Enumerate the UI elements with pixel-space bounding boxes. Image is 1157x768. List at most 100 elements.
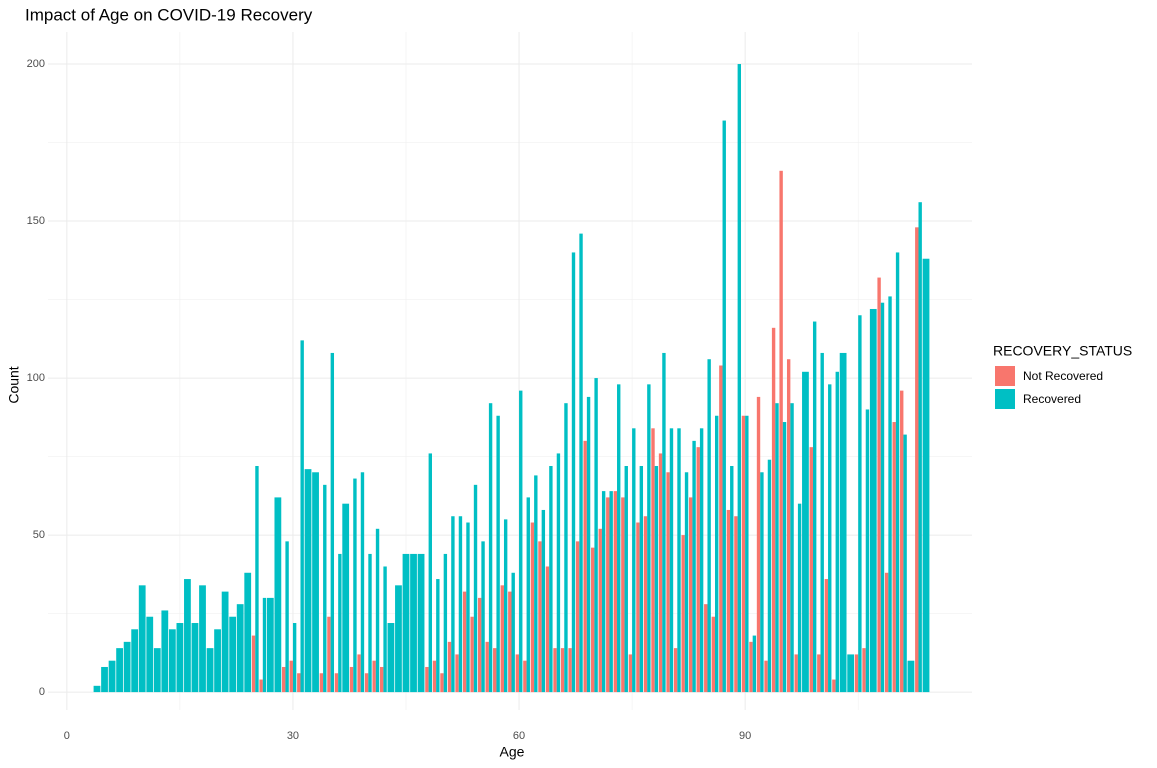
bar	[455, 654, 459, 693]
bar	[647, 384, 651, 693]
bar	[583, 440, 587, 693]
bar	[779, 170, 783, 693]
bar	[613, 491, 618, 693]
bar	[236, 604, 244, 693]
bar	[651, 428, 655, 693]
bar	[786, 359, 791, 693]
bar	[274, 497, 282, 693]
bar	[711, 616, 715, 693]
x-tick-label: 90	[739, 730, 751, 742]
bar	[266, 597, 274, 693]
bar	[749, 641, 753, 693]
bar	[285, 541, 289, 693]
x-tick-label: 30	[287, 730, 299, 742]
bar	[526, 497, 530, 693]
bar	[349, 666, 354, 693]
bar	[304, 469, 312, 693]
bar	[327, 616, 331, 693]
bar	[696, 447, 700, 693]
bar	[432, 660, 437, 693]
bar	[545, 566, 550, 693]
bar	[289, 660, 293, 693]
bar	[481, 541, 485, 693]
bar	[255, 465, 259, 693]
bar	[556, 453, 561, 693]
bar	[297, 673, 301, 693]
x-axis-title: Age	[500, 744, 525, 760]
bar	[621, 497, 625, 693]
bar	[428, 453, 432, 693]
bar	[93, 685, 101, 693]
bar	[395, 585, 402, 693]
bar	[116, 648, 123, 693]
bar	[734, 516, 738, 693]
bar	[764, 660, 768, 693]
bar	[918, 202, 922, 693]
bar	[745, 415, 749, 693]
bar	[549, 465, 553, 693]
bar	[609, 491, 613, 693]
bar	[519, 390, 523, 693]
bar	[383, 566, 387, 693]
bar	[353, 478, 357, 693]
bar	[594, 378, 598, 693]
bar	[892, 422, 896, 693]
bar	[553, 648, 557, 693]
y-axis-title: Count	[6, 366, 22, 403]
bar	[760, 472, 764, 693]
bar	[617, 384, 621, 693]
bar	[684, 472, 689, 693]
bar	[677, 428, 681, 693]
bar	[402, 553, 410, 693]
bar	[737, 64, 741, 693]
bar	[669, 428, 674, 693]
bar	[628, 654, 633, 693]
bar	[900, 390, 904, 693]
bar	[330, 352, 335, 693]
bar	[790, 403, 794, 693]
chart-title: Impact of Age on COVID-19 Recovery	[25, 5, 313, 24]
bar	[636, 522, 640, 693]
bar	[722, 120, 726, 693]
bar	[639, 465, 644, 693]
bar	[726, 509, 731, 693]
bar	[568, 648, 572, 693]
legend-label: Recovered	[1023, 392, 1081, 406]
bar	[477, 597, 482, 693]
bar	[820, 352, 824, 693]
bar	[153, 648, 161, 693]
bar	[508, 591, 512, 693]
bar	[425, 666, 429, 693]
bar	[794, 654, 798, 693]
bar	[817, 654, 821, 693]
bar	[538, 541, 542, 693]
bar	[485, 641, 489, 693]
bar	[372, 660, 376, 693]
bar	[854, 654, 859, 693]
bar	[707, 359, 711, 693]
bar	[895, 252, 900, 693]
bar	[541, 509, 546, 693]
bar	[387, 623, 395, 693]
bar	[624, 465, 628, 693]
bar	[360, 472, 365, 693]
bar	[654, 465, 659, 693]
bar	[564, 403, 568, 693]
bar	[251, 635, 256, 693]
bar	[662, 352, 666, 693]
bar	[443, 553, 448, 693]
legend-title: RECOVERY_STATUS	[993, 343, 1132, 359]
bar	[560, 648, 565, 693]
bar	[496, 415, 500, 693]
bar	[666, 472, 670, 693]
bar	[858, 315, 862, 693]
bar	[673, 648, 678, 693]
y-tick-label: 150	[27, 215, 45, 227]
x-tick-label: 60	[513, 730, 525, 742]
bar	[342, 503, 350, 693]
bar	[704, 604, 708, 693]
bar	[451, 516, 455, 693]
bar	[534, 475, 538, 693]
bar	[880, 302, 885, 693]
